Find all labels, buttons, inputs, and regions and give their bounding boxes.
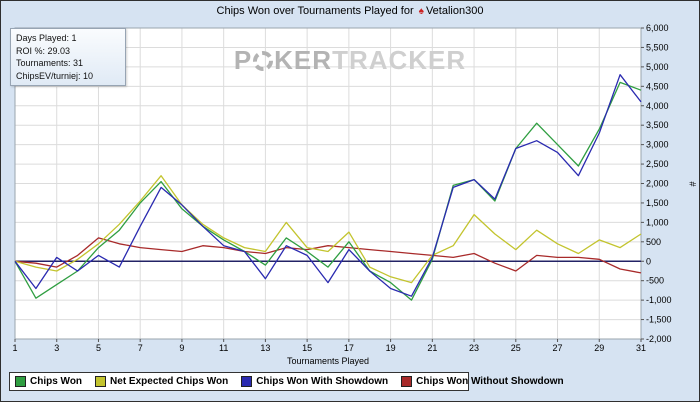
stats-box: Days Played: 1 ROI %: 29.03 Tournaments:…: [10, 28, 126, 86]
x-tick-label: 5: [96, 343, 101, 353]
x-tick-label: 25: [511, 343, 521, 353]
y-tick-label: 2,500: [646, 159, 669, 169]
axis-labels: -2,000 -1,500 -1,000 -500 0 500 1,000 1,500 2,00…: [12, 23, 671, 353]
x-tick-label: 7: [138, 343, 143, 353]
legend-item: Net Expected Chips Won: [95, 376, 228, 387]
y-tick-label: 1,000: [646, 217, 669, 227]
y-tick-label: 500: [646, 237, 661, 247]
y-tick-label: 1,500: [646, 198, 669, 208]
x-tick-label: 13: [260, 343, 270, 353]
x-tick-label: 9: [179, 343, 184, 353]
series-line-chips-won-without-showdown: [14, 237, 642, 274]
legend-swatch: [241, 376, 253, 387]
series-line-net-expected-chips-won: [14, 175, 642, 284]
x-tick-label: 29: [594, 343, 604, 353]
y-tick-label: 3,000: [646, 140, 669, 150]
y-tick-label: -1,000: [646, 295, 672, 305]
stat-days-played: Days Played: 1: [16, 33, 77, 43]
player-name: Vetalion300: [425, 5, 484, 17]
poker-spade-icon: ♠: [418, 6, 424, 17]
y-tick-label: 3,500: [646, 120, 669, 130]
stat-chips-ev: ChipsEV/turniej: 10: [16, 70, 94, 81]
x-axis-label: Tournaments Played: [286, 356, 370, 366]
y-tick-label: 5,000: [646, 62, 669, 72]
legend-label: Chips Won: [30, 376, 83, 387]
legend-item: Chips Won: [15, 376, 82, 387]
y-tick-label: -2,000: [646, 334, 672, 344]
x-tick-label: 23: [469, 343, 479, 353]
legend-label: Chips Won With Showdown: [256, 376, 389, 387]
legend-label: Net Expected Chips Won: [110, 376, 229, 387]
legend-item: Chips Won With Showdown: [241, 376, 388, 387]
x-tick-label: 21: [427, 343, 437, 353]
series-line-chips-won-with-showdown: [14, 74, 642, 297]
x-tick-label: 1: [12, 343, 17, 353]
y-tick-label: 0: [646, 256, 651, 266]
chart-title-prefix: Chips Won over Tournaments Played for: [216, 5, 414, 17]
x-tick-label: 31: [636, 343, 646, 353]
y-tick-label: -500: [646, 276, 664, 286]
y-tick-label: 4,000: [646, 101, 669, 111]
legend-item: Chips Won Without Showdown: [401, 376, 564, 387]
chart-title: Chips Won over Tournaments Played for ♠ Ve…: [1, 5, 699, 17]
legend-swatch: [15, 376, 26, 387]
x-tick-label: 17: [344, 343, 354, 353]
x-tick-label: 15: [302, 343, 312, 353]
legend-label: Chips Won Without Showdown: [416, 376, 564, 387]
legend-swatch: [95, 376, 107, 387]
y-tick-label: 5,500: [646, 42, 669, 52]
y-tick-label: 4,500: [646, 81, 669, 91]
stat-roi: ROI %: 29.03: [16, 45, 71, 56]
y-tick-label: 6,000: [646, 23, 669, 33]
x-tick-label: 19: [386, 343, 396, 353]
legend-swatch: [401, 376, 413, 387]
y-tick-label: 2,000: [646, 179, 669, 189]
x-tick-label: 11: [219, 343, 228, 353]
y-axis-label: #: [687, 181, 698, 187]
y-tick-label: -1,500: [646, 315, 672, 325]
legend: Chips Won Net Expected Chips Won Chips Won…: [9, 372, 564, 391]
x-tick-label: 3: [54, 343, 59, 353]
series-line-chips-won: [14, 81, 642, 301]
x-tick-label: 27: [553, 343, 563, 353]
stat-tournaments: Tournaments: 31: [16, 58, 84, 68]
